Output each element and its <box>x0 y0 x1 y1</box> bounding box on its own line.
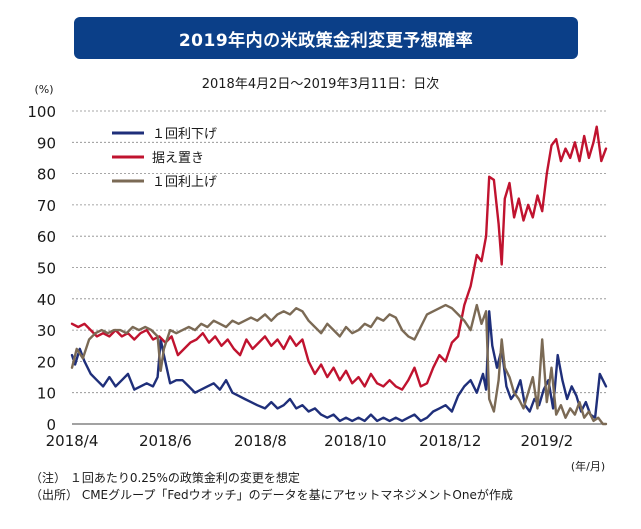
x-tick-label: 2018/10 <box>324 432 386 450</box>
legend-label: １回利下げ <box>152 127 217 142</box>
y-tick-label: 50 <box>37 260 56 278</box>
y-tick-label: 20 <box>37 353 56 371</box>
legend-label: １回利上げ <box>152 175 217 190</box>
legend-label: 据え置き <box>152 151 204 166</box>
x-tick-label: 2018/12 <box>419 432 481 450</box>
y-tick-label: 60 <box>37 228 56 246</box>
x-tick-label: 2018/6 <box>139 432 192 450</box>
x-axis-unit: (年/月) <box>571 459 605 473</box>
y-tick-label: 0 <box>46 416 56 434</box>
y-axis-ticks: 0 10 20 30 40 50 60 70 80 90 100 <box>27 103 56 434</box>
footnote-note: （注） １回あたり0.25%の政策金利の変更を想定 <box>30 471 300 485</box>
y-axis-unit: (%) <box>34 83 53 96</box>
series-line-3 <box>70 303 608 426</box>
series-line-2 <box>70 125 608 391</box>
x-tick-label: 2018/4 <box>46 432 99 450</box>
x-tick-label: 2018/8 <box>234 432 287 450</box>
chart-title: 2019年内の米政策金利変更予想確率 <box>74 17 578 59</box>
y-tick-label: 100 <box>27 103 56 121</box>
plot-lines <box>70 125 608 426</box>
grid-lines <box>72 110 606 425</box>
footnotes: （注） １回あたり0.25%の政策金利の変更を想定 （出所） CMEグループ「F… <box>30 470 513 504</box>
footnote-source: （出所） CMEグループ「Fedウオッチ」のデータを基にアセットマネジメントOn… <box>30 488 513 502</box>
y-tick-label: 30 <box>37 322 56 340</box>
y-tick-label: 10 <box>37 385 56 403</box>
y-tick-label: 70 <box>37 197 56 215</box>
x-tick-label: 2019/2 <box>520 432 573 450</box>
y-tick-label: 40 <box>37 291 56 309</box>
y-tick-label: 90 <box>37 134 56 152</box>
series-line-1 <box>70 310 608 423</box>
chart-subtitle: 2018年4月2日～2019年3月11日：日次 <box>201 77 440 92</box>
x-axis-ticks: 2018/4 2018/6 2018/8 2018/10 2018/12 2019/2 <box>46 432 574 450</box>
y-tick-label: 80 <box>37 166 56 184</box>
